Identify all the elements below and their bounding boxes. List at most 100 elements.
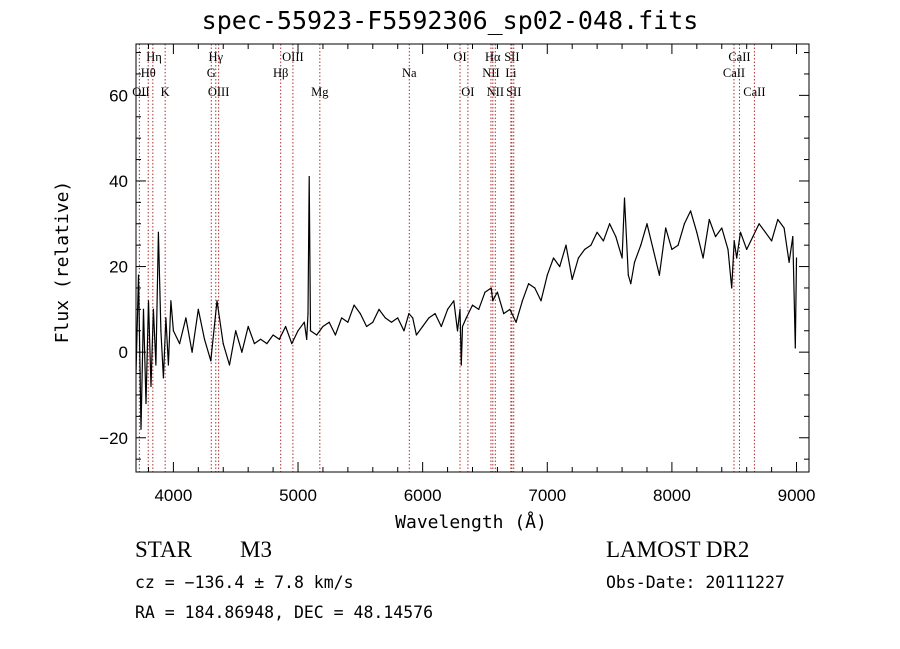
marker-label-10: Na (402, 66, 417, 80)
spectrum-point (731, 287, 733, 289)
spectrum-point (145, 402, 147, 405)
spectrum-point (459, 308, 461, 310)
spectrum-point (736, 257, 738, 259)
object-subclass: M3 (240, 537, 272, 562)
spectrum-point (160, 330, 162, 332)
spectrum-point (571, 278, 573, 280)
spectrum-point (515, 321, 517, 323)
spectrum-point (434, 313, 436, 315)
spectrum-point (696, 231, 698, 233)
spectrum-point (794, 347, 796, 349)
marker-label-8: OIII (282, 50, 304, 64)
spectrum-point (608, 223, 611, 225)
spectrum-point (665, 227, 667, 229)
x-tick-label-4: 8000 (653, 486, 691, 505)
spectrum-point (633, 261, 636, 263)
spectrum-point (412, 317, 414, 319)
marker-label-13: NII (482, 66, 499, 80)
spectrum-point (306, 338, 308, 340)
line-markers: OIIHθHηKHγGOIIIHβOIIIMgNaOIOINIIHαNIISII… (132, 44, 766, 472)
marker-label-21: CaII (743, 85, 765, 99)
spectrum-point (152, 308, 155, 310)
spectrum-point (546, 274, 548, 276)
marker-label-5: G (207, 66, 216, 80)
spectrum-point (142, 308, 145, 310)
spectrum-point (272, 334, 274, 336)
x-tick-label-3: 7000 (528, 486, 566, 505)
spectrum-point (552, 257, 555, 259)
spectrum-point (496, 291, 499, 293)
spectrum-point (372, 321, 374, 323)
spectrum-point (408, 313, 410, 315)
survey-name: LAMOST DR2 (606, 537, 750, 562)
spectrum-point (788, 261, 790, 263)
spectrum-point (577, 257, 580, 259)
spectrum-point (795, 257, 798, 259)
spectrum-point (453, 300, 455, 302)
spectrum-point (253, 343, 255, 345)
marker-label-4: Hγ (208, 50, 223, 64)
y-axis-label: Flux (relative) (52, 181, 73, 344)
spectrum-point (671, 248, 673, 251)
spectrum-point (316, 334, 318, 336)
marker-label-19: CaII (723, 66, 745, 80)
marker-label-12: OI (461, 85, 474, 99)
spectrum-point (615, 236, 617, 238)
spectrum-point (565, 244, 567, 246)
spectrum-point (167, 364, 170, 366)
spectrum-point (630, 283, 632, 285)
spectrum-point (461, 325, 464, 328)
object-type: STAR (135, 537, 192, 562)
spectrum-point (727, 248, 729, 251)
spectrum-point (494, 295, 496, 298)
spectrum-point (284, 325, 287, 328)
spectrum-point (584, 248, 586, 251)
y-tick-label-0: −20 (99, 429, 128, 448)
spectrum-point (197, 308, 199, 310)
marker-label-2: Hη (146, 50, 162, 64)
spectrum-point (690, 210, 692, 212)
spectrum-point (303, 321, 305, 323)
marker-label-15: NII (487, 85, 504, 99)
spectrum-point (191, 351, 193, 353)
spectrum-point (403, 330, 405, 332)
spectrum-point (623, 197, 626, 199)
spectrum-point (291, 343, 293, 345)
spectrum-point (378, 308, 380, 310)
spectrum-point (746, 248, 748, 251)
marker-label-6: OIII (208, 85, 230, 99)
spectrum-point (492, 300, 494, 302)
spectrum-point (210, 360, 212, 362)
spectrum-point (307, 313, 309, 315)
marker-label-3: K (161, 85, 170, 99)
spectrum-point (322, 325, 324, 328)
spectrum-point (365, 325, 368, 328)
marker-label-14: Hα (485, 50, 501, 64)
spectrum-point (203, 338, 206, 340)
marker-label-16: SII (504, 50, 519, 64)
spectrum-point (490, 287, 492, 289)
spectrum-point (170, 300, 172, 302)
spectrum-point (540, 300, 542, 302)
spectrum-point (384, 317, 386, 319)
spectrum-point (140, 428, 142, 430)
spectrum-point (222, 343, 224, 345)
spectrum-point (627, 274, 629, 276)
spectrum-point (278, 338, 280, 340)
spectrum-point (771, 240, 773, 242)
marker-label-20: CaII (728, 50, 750, 64)
y-tick-label-2: 20 (109, 258, 128, 277)
spectrum-point (241, 351, 243, 353)
spectrum-point (521, 300, 523, 302)
spectrum-point (422, 325, 424, 328)
spectrum-point (471, 304, 474, 306)
y-tick-label-3: 40 (109, 172, 128, 191)
spectrum-point (172, 330, 174, 332)
y-tick-label-4: 60 (109, 86, 128, 105)
spectrum-point (155, 364, 157, 366)
series-layer (136, 176, 798, 430)
spectrum-point (390, 321, 393, 323)
spectrum-point (359, 313, 361, 315)
spectrum-series-0 (136, 176, 798, 430)
x-tick-label-2: 6000 (404, 486, 442, 505)
